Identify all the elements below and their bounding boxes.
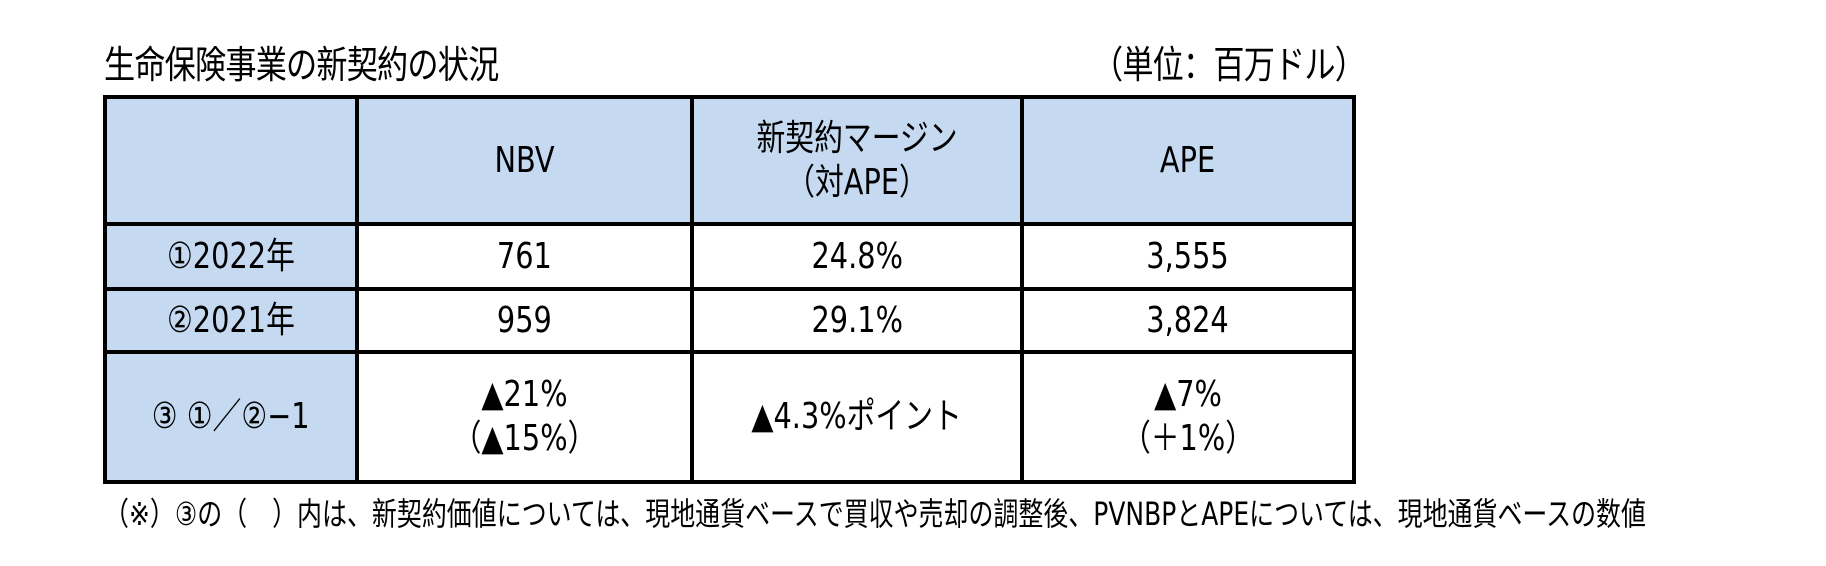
nbv-2022: 761 — [355, 222, 694, 291]
ape-2022: 3,555 — [1020, 222, 1356, 291]
row-label-2021: ②2021年 — [103, 287, 359, 354]
ape-change: ▲7% （＋1%） — [1020, 350, 1356, 484]
nbv-change-local: （▲15%） — [452, 418, 597, 459]
ape-2021: 3,824 — [1020, 287, 1356, 354]
table-row: ③ ①／②−1 ▲21% （▲15%） ▲4.3%ポイント ▲7% （＋1%） — [103, 350, 1356, 484]
margin-2022: 24.8% — [690, 222, 1024, 291]
nbv-2021: 959 — [355, 287, 694, 354]
ape-change-reported: ▲7% — [1154, 374, 1222, 415]
footnote: （※）③の（ ）内は、新契約価値については、現地通貨ベースで買収や売却の調整後、… — [104, 495, 1646, 533]
new-business-table: NBV 新契約マージン （対APE） APE ①2022年 761 24.8% … — [103, 95, 1356, 484]
table-header-row: NBV 新契約マージン （対APE） APE — [103, 95, 1356, 226]
header-ape-label: APE — [1160, 139, 1216, 181]
margin-change: ▲4.3%ポイント — [690, 350, 1024, 484]
page-title: 生命保険事業の新契約の状況 — [104, 43, 499, 87]
header-margin-line2: （対APE） — [786, 161, 928, 203]
table-row: ①2022年 761 24.8% 3,555 — [103, 222, 1356, 291]
header-margin-line1: 新契約マージン — [756, 117, 958, 159]
ape-change-local: （＋1%） — [1121, 418, 1255, 459]
header-cell-margin: 新契約マージン （対APE） — [690, 95, 1024, 226]
header-cell-blank — [103, 95, 359, 226]
row-label-2022: ①2022年 — [103, 222, 359, 291]
row-label-change: ③ ①／②−1 — [103, 350, 359, 484]
header-cell-ape: APE — [1020, 95, 1356, 226]
table-row: ②2021年 959 29.1% 3,824 — [103, 287, 1356, 354]
margin-2021: 29.1% — [690, 287, 1024, 354]
nbv-change-reported: ▲21% — [481, 374, 568, 415]
nbv-change: ▲21% （▲15%） — [355, 350, 694, 484]
unit-label: （単位：百万ドル） — [1092, 43, 1366, 87]
header-nbv-label: NBV — [494, 139, 555, 181]
header-cell-nbv: NBV — [355, 95, 694, 226]
